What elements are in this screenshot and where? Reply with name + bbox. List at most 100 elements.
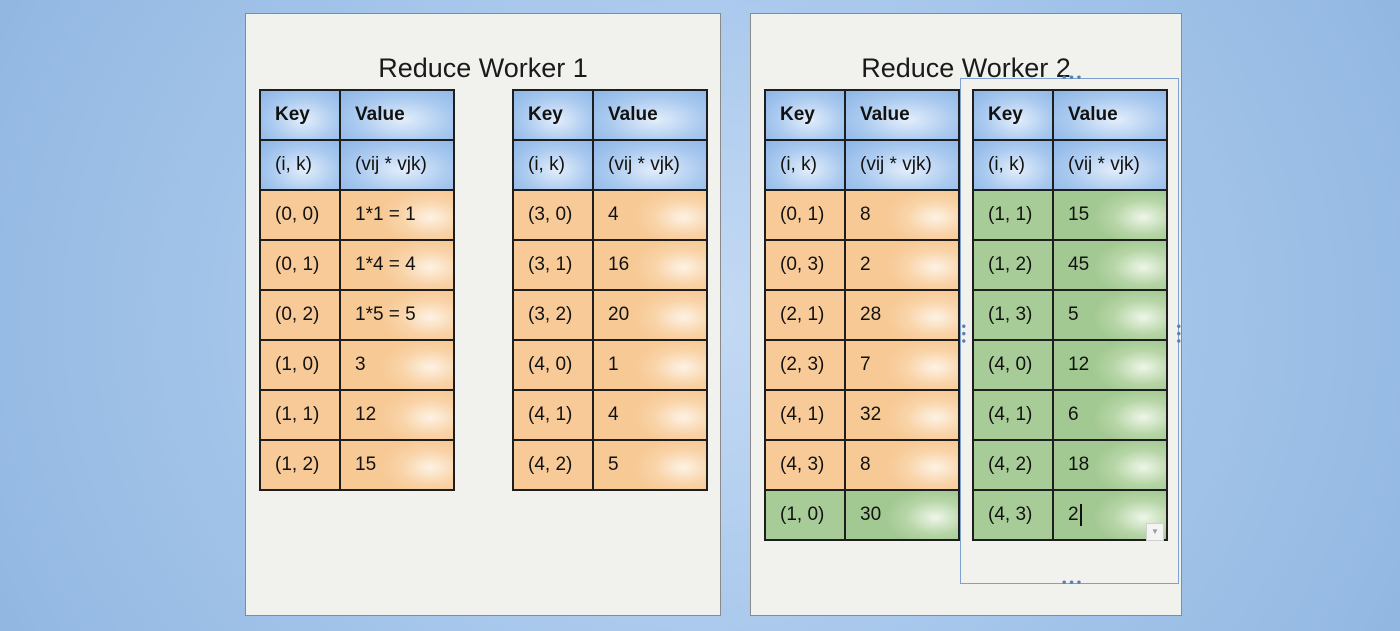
- table-row: (1, 0) 30: [764, 489, 960, 541]
- key-cell: (1, 3): [972, 289, 1054, 341]
- table-row: (3, 1) 16: [512, 239, 708, 291]
- key-cell: (4, 1): [764, 389, 846, 441]
- text-cursor: [1079, 503, 1082, 526]
- table-row: (1, 1) 12: [259, 389, 455, 441]
- value-cell: 12: [339, 389, 455, 441]
- table-row: (4, 1) 6: [972, 389, 1168, 441]
- table-row: (1, 2) 15: [259, 439, 455, 491]
- key-cell: (1, 2): [972, 239, 1054, 291]
- value-cell: 2: [844, 239, 960, 291]
- table-header-row: Key Value: [512, 89, 708, 141]
- table-row: (4, 3) 8: [764, 439, 960, 491]
- table-row: (3, 2) 20: [512, 289, 708, 341]
- key-cell: (1, 1): [259, 389, 341, 441]
- value-cell: 8: [844, 189, 960, 241]
- table-row: (1, 2) 45: [972, 239, 1168, 291]
- key-cell: (4, 2): [512, 439, 594, 491]
- value-cell: 7: [844, 339, 960, 391]
- key-cell: (3, 1): [512, 239, 594, 291]
- value-cell: 1: [592, 339, 708, 391]
- worker-2-table-2[interactable]: Key Value (i, k) (vij * vjk) (1, 1) 15 (1, 2) 4…: [972, 89, 1168, 541]
- value-cell: 15: [339, 439, 455, 491]
- key-cell: (3, 0): [512, 189, 594, 241]
- value-subheader: (vij * vjk): [1052, 139, 1168, 191]
- table-subheader-row: (i, k) (vij * vjk): [764, 139, 960, 191]
- key-cell: (4, 2): [972, 439, 1054, 491]
- table-row: (1, 1) 15: [972, 189, 1168, 241]
- value-header: Value: [1052, 89, 1168, 141]
- value-subheader: (vij * vjk): [339, 139, 455, 191]
- table-row: (4, 0) 12: [972, 339, 1168, 391]
- key-header: Key: [512, 89, 594, 141]
- key-cell: (2, 1): [764, 289, 846, 341]
- table-row: (4, 2) 5: [512, 439, 708, 491]
- dropdown-arrow-icon[interactable]: ▼: [1146, 523, 1164, 541]
- value-cell: 45: [1052, 239, 1168, 291]
- key-subheader: (i, k): [512, 139, 594, 191]
- value-cell: 4: [592, 389, 708, 441]
- value-cell: 1*5 = 5: [339, 289, 455, 341]
- value-cell: 12: [1052, 339, 1168, 391]
- table-row: (0, 0) 1*1 = 1: [259, 189, 455, 241]
- value-header: Value: [339, 89, 455, 141]
- key-cell: (0, 1): [764, 189, 846, 241]
- key-cell: (4, 0): [512, 339, 594, 391]
- value-cell: 8: [844, 439, 960, 491]
- value-cell: 6: [1052, 389, 1168, 441]
- value-cell: 4: [592, 189, 708, 241]
- table-row: (0, 3) 2: [764, 239, 960, 291]
- value-cell: 20: [592, 289, 708, 341]
- worker-1-table-1: Key Value (i, k) (vij * vjk) (0, 0) 1*1 = 1 (0…: [259, 89, 455, 491]
- table-row: (2, 1) 28: [764, 289, 960, 341]
- key-cell: (0, 0): [259, 189, 341, 241]
- key-cell: (4, 0): [972, 339, 1054, 391]
- key-cell: (1, 2): [259, 439, 341, 491]
- table-row: (0, 2) 1*5 = 5: [259, 289, 455, 341]
- table-header-row: Key Value: [259, 89, 455, 141]
- value-cell: 30: [844, 489, 960, 541]
- worker-1-table-2: Key Value (i, k) (vij * vjk) (3, 0) 4 (3, 1) 16…: [512, 89, 708, 491]
- key-cell: (0, 2): [259, 289, 341, 341]
- key-header: Key: [972, 89, 1054, 141]
- table-row: (0, 1) 8: [764, 189, 960, 241]
- worker-2-title: Reduce Worker 2: [861, 53, 1071, 83]
- value-cell: 15: [1052, 189, 1168, 241]
- table-subheader-row: (i, k) (vij * vjk): [259, 139, 455, 191]
- key-header: Key: [764, 89, 846, 141]
- table-row: (4, 1) 32: [764, 389, 960, 441]
- key-cell: (1, 0): [259, 339, 341, 391]
- table-header-row: Key Value: [764, 89, 960, 141]
- table-row: (4, 1) 4: [512, 389, 708, 441]
- key-cell: (4, 1): [512, 389, 594, 441]
- table-row: (3, 0) 4: [512, 189, 708, 241]
- table-row: (1, 0) 3: [259, 339, 455, 391]
- table-row: (2, 3) 7: [764, 339, 960, 391]
- key-subheader: (i, k): [972, 139, 1054, 191]
- value-header: Value: [844, 89, 960, 141]
- value-cell: 1*1 = 1: [339, 189, 455, 241]
- table-subheader-row: (i, k) (vij * vjk): [512, 139, 708, 191]
- table-row: (4, 2) 18: [972, 439, 1168, 491]
- value-header: Value: [592, 89, 708, 141]
- table-row: (4, 0) 1: [512, 339, 708, 391]
- key-cell: (4, 3): [972, 489, 1054, 541]
- value-cell: 5: [592, 439, 708, 491]
- key-cell: (1, 0): [764, 489, 846, 541]
- table-header-row: Key Value: [972, 89, 1168, 141]
- value-cell: 1*4 = 4: [339, 239, 455, 291]
- key-cell: (4, 3): [764, 439, 846, 491]
- value-cell: 28: [844, 289, 960, 341]
- value-cell: 5: [1052, 289, 1168, 341]
- value-cell: 32: [844, 389, 960, 441]
- key-cell: (3, 2): [512, 289, 594, 341]
- key-cell: (1, 1): [972, 189, 1054, 241]
- value-cell: 16: [592, 239, 708, 291]
- worker-2-table-1: Key Value (i, k) (vij * vjk) (0, 1) 8 (0, 3) 2(…: [764, 89, 960, 541]
- key-subheader: (i, k): [764, 139, 846, 191]
- table-subheader-row: (i, k) (vij * vjk): [972, 139, 1168, 191]
- key-subheader: (i, k): [259, 139, 341, 191]
- value-subheader: (vij * vjk): [592, 139, 708, 191]
- key-cell: (4, 1): [972, 389, 1054, 441]
- value-cell: 3: [339, 339, 455, 391]
- key-cell: (2, 3): [764, 339, 846, 391]
